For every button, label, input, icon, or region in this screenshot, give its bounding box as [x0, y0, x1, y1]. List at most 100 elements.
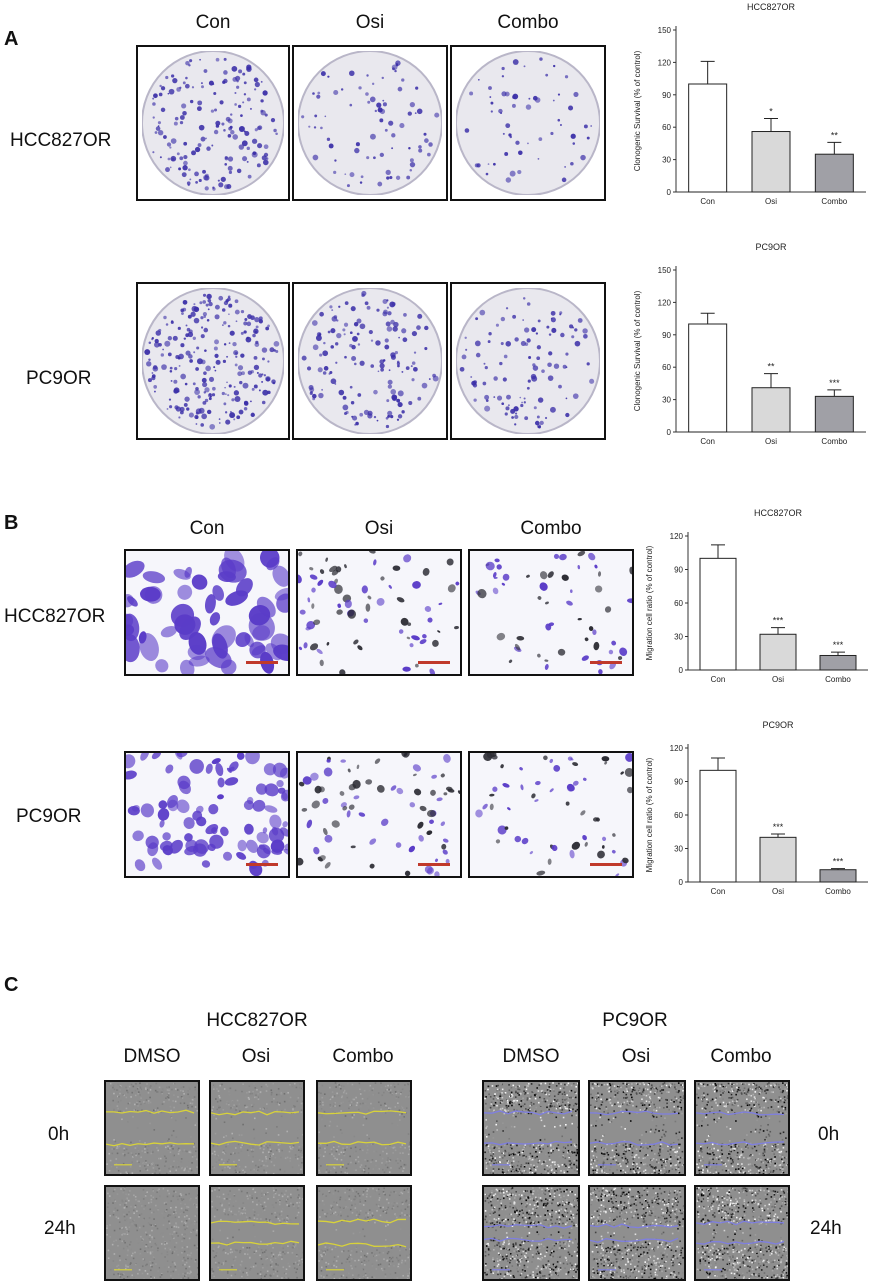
bar-con	[688, 323, 728, 433]
error-bar	[831, 868, 845, 870]
error-bar	[700, 312, 715, 324]
texture	[142, 51, 284, 195]
error-bar	[831, 651, 845, 656]
wound-image-pc9or-osi-0h	[588, 1080, 686, 1176]
colony-plate	[456, 51, 600, 195]
wound-field	[484, 1082, 578, 1174]
wound-image-hcc827or-combo-24h	[316, 1185, 412, 1281]
migration-field	[126, 551, 288, 674]
colony-plate	[456, 288, 600, 434]
wound-field	[106, 1082, 198, 1174]
bar-chart-clonogenic-pc9or: PC9OR Clonogenic Survival (% of control) 0…	[633, 242, 866, 446]
colony-plate	[142, 51, 284, 195]
scale-bar	[246, 863, 278, 866]
y-tick-label: 90	[674, 778, 683, 787]
colony-dish-pc9or-con	[136, 282, 290, 440]
wound-image-hcc827or-osi-24h	[209, 1185, 305, 1281]
colony-dish-pc9or-osi	[292, 282, 448, 440]
error-bar	[771, 627, 785, 635]
wound-image-pc9or-dmso-0h	[482, 1080, 580, 1176]
wound-image-pc9or-combo-0h	[694, 1080, 790, 1176]
significance-label: **	[767, 362, 775, 372]
y-tick-label: 120	[658, 58, 672, 67]
migration-image-hcc827or-osi	[296, 549, 462, 676]
colony-dish-hcc827or-osi	[292, 45, 448, 201]
col-head-osi: Osi	[355, 12, 385, 33]
migration-field	[470, 551, 632, 674]
significance-label: ***	[829, 378, 840, 388]
error-bar	[827, 141, 842, 155]
texture	[298, 51, 442, 195]
wound-image-pc9or-combo-24h	[694, 1185, 790, 1281]
error-bar	[764, 373, 778, 388]
chart-title: HCC827OR	[747, 2, 796, 12]
texture	[470, 551, 632, 674]
time-label-right-24h: 24h	[810, 1218, 842, 1239]
colony-plate	[142, 288, 284, 434]
col-head-con: Con	[189, 518, 225, 539]
error-bar	[771, 833, 785, 838]
error-bar	[764, 118, 778, 132]
bar-chart-migration-pc9or: PC9OR Migration cell ratio (% of control)…	[645, 720, 868, 896]
col-head-osi: Osi	[621, 1046, 651, 1067]
scale-bar	[418, 661, 450, 664]
panel-letter-c: C	[4, 974, 19, 996]
texture	[211, 1082, 303, 1174]
texture	[590, 1082, 684, 1174]
significance-label: ***	[773, 616, 784, 626]
y-tick-label: 150	[658, 266, 672, 275]
x-tick-label: Combo	[825, 887, 851, 896]
error-bar	[711, 544, 725, 559]
col-head-combo: Combo	[520, 518, 582, 539]
wound-image-hcc827or-combo-0h	[316, 1080, 412, 1176]
texture	[456, 288, 600, 434]
y-tick-label: 120	[658, 298, 672, 307]
y-axis-label: Migration cell ratio (% of control)	[645, 545, 654, 660]
x-tick-label: Con	[700, 197, 715, 206]
wound-field	[696, 1082, 788, 1174]
bar-osi	[751, 131, 791, 193]
texture	[142, 288, 284, 434]
col-head-combo: Combo	[710, 1046, 772, 1067]
migration-field	[298, 753, 460, 876]
bar-combo	[819, 869, 857, 883]
migration-image-pc9or-combo	[468, 751, 634, 878]
bar-con	[699, 769, 737, 883]
migration-field	[298, 551, 460, 674]
scale-bar	[418, 863, 450, 866]
x-tick-label: Combo	[821, 197, 847, 206]
significance-label: ***	[833, 640, 844, 650]
bar-con	[699, 557, 737, 671]
wound-field	[318, 1187, 410, 1279]
texture	[696, 1187, 788, 1279]
y-tick-label: 90	[662, 331, 671, 340]
y-tick-label: 60	[674, 599, 683, 608]
bar-osi	[759, 633, 797, 671]
texture	[318, 1082, 410, 1174]
texture	[484, 1082, 578, 1174]
y-tick-label: 90	[674, 566, 683, 575]
texture	[126, 551, 288, 674]
y-axis-label: Clonogenic Survival (% of control)	[633, 50, 642, 171]
significance-label: ***	[833, 857, 844, 867]
wound-field	[590, 1082, 684, 1174]
texture	[318, 1187, 410, 1279]
migration-image-hcc827or-con	[124, 549, 290, 676]
texture	[590, 1187, 684, 1279]
time-label-right-0h: 0h	[818, 1124, 840, 1145]
wound-field	[106, 1187, 198, 1279]
y-tick-label: 60	[662, 123, 671, 132]
y-tick-label: 30	[674, 845, 683, 854]
migration-image-pc9or-con	[124, 751, 290, 878]
significance-label: **	[831, 130, 839, 140]
error-bar	[827, 389, 842, 397]
time-label-left-0h: 0h	[48, 1124, 70, 1145]
texture	[106, 1187, 198, 1279]
wound-image-pc9or-osi-24h	[588, 1185, 686, 1281]
y-tick-label: 30	[662, 156, 671, 165]
wound-image-hcc827or-dmso-0h	[104, 1080, 200, 1176]
scale-bar	[590, 863, 622, 866]
significance-label: *	[769, 107, 773, 117]
x-tick-label: Combo	[821, 437, 847, 446]
texture	[298, 551, 460, 674]
